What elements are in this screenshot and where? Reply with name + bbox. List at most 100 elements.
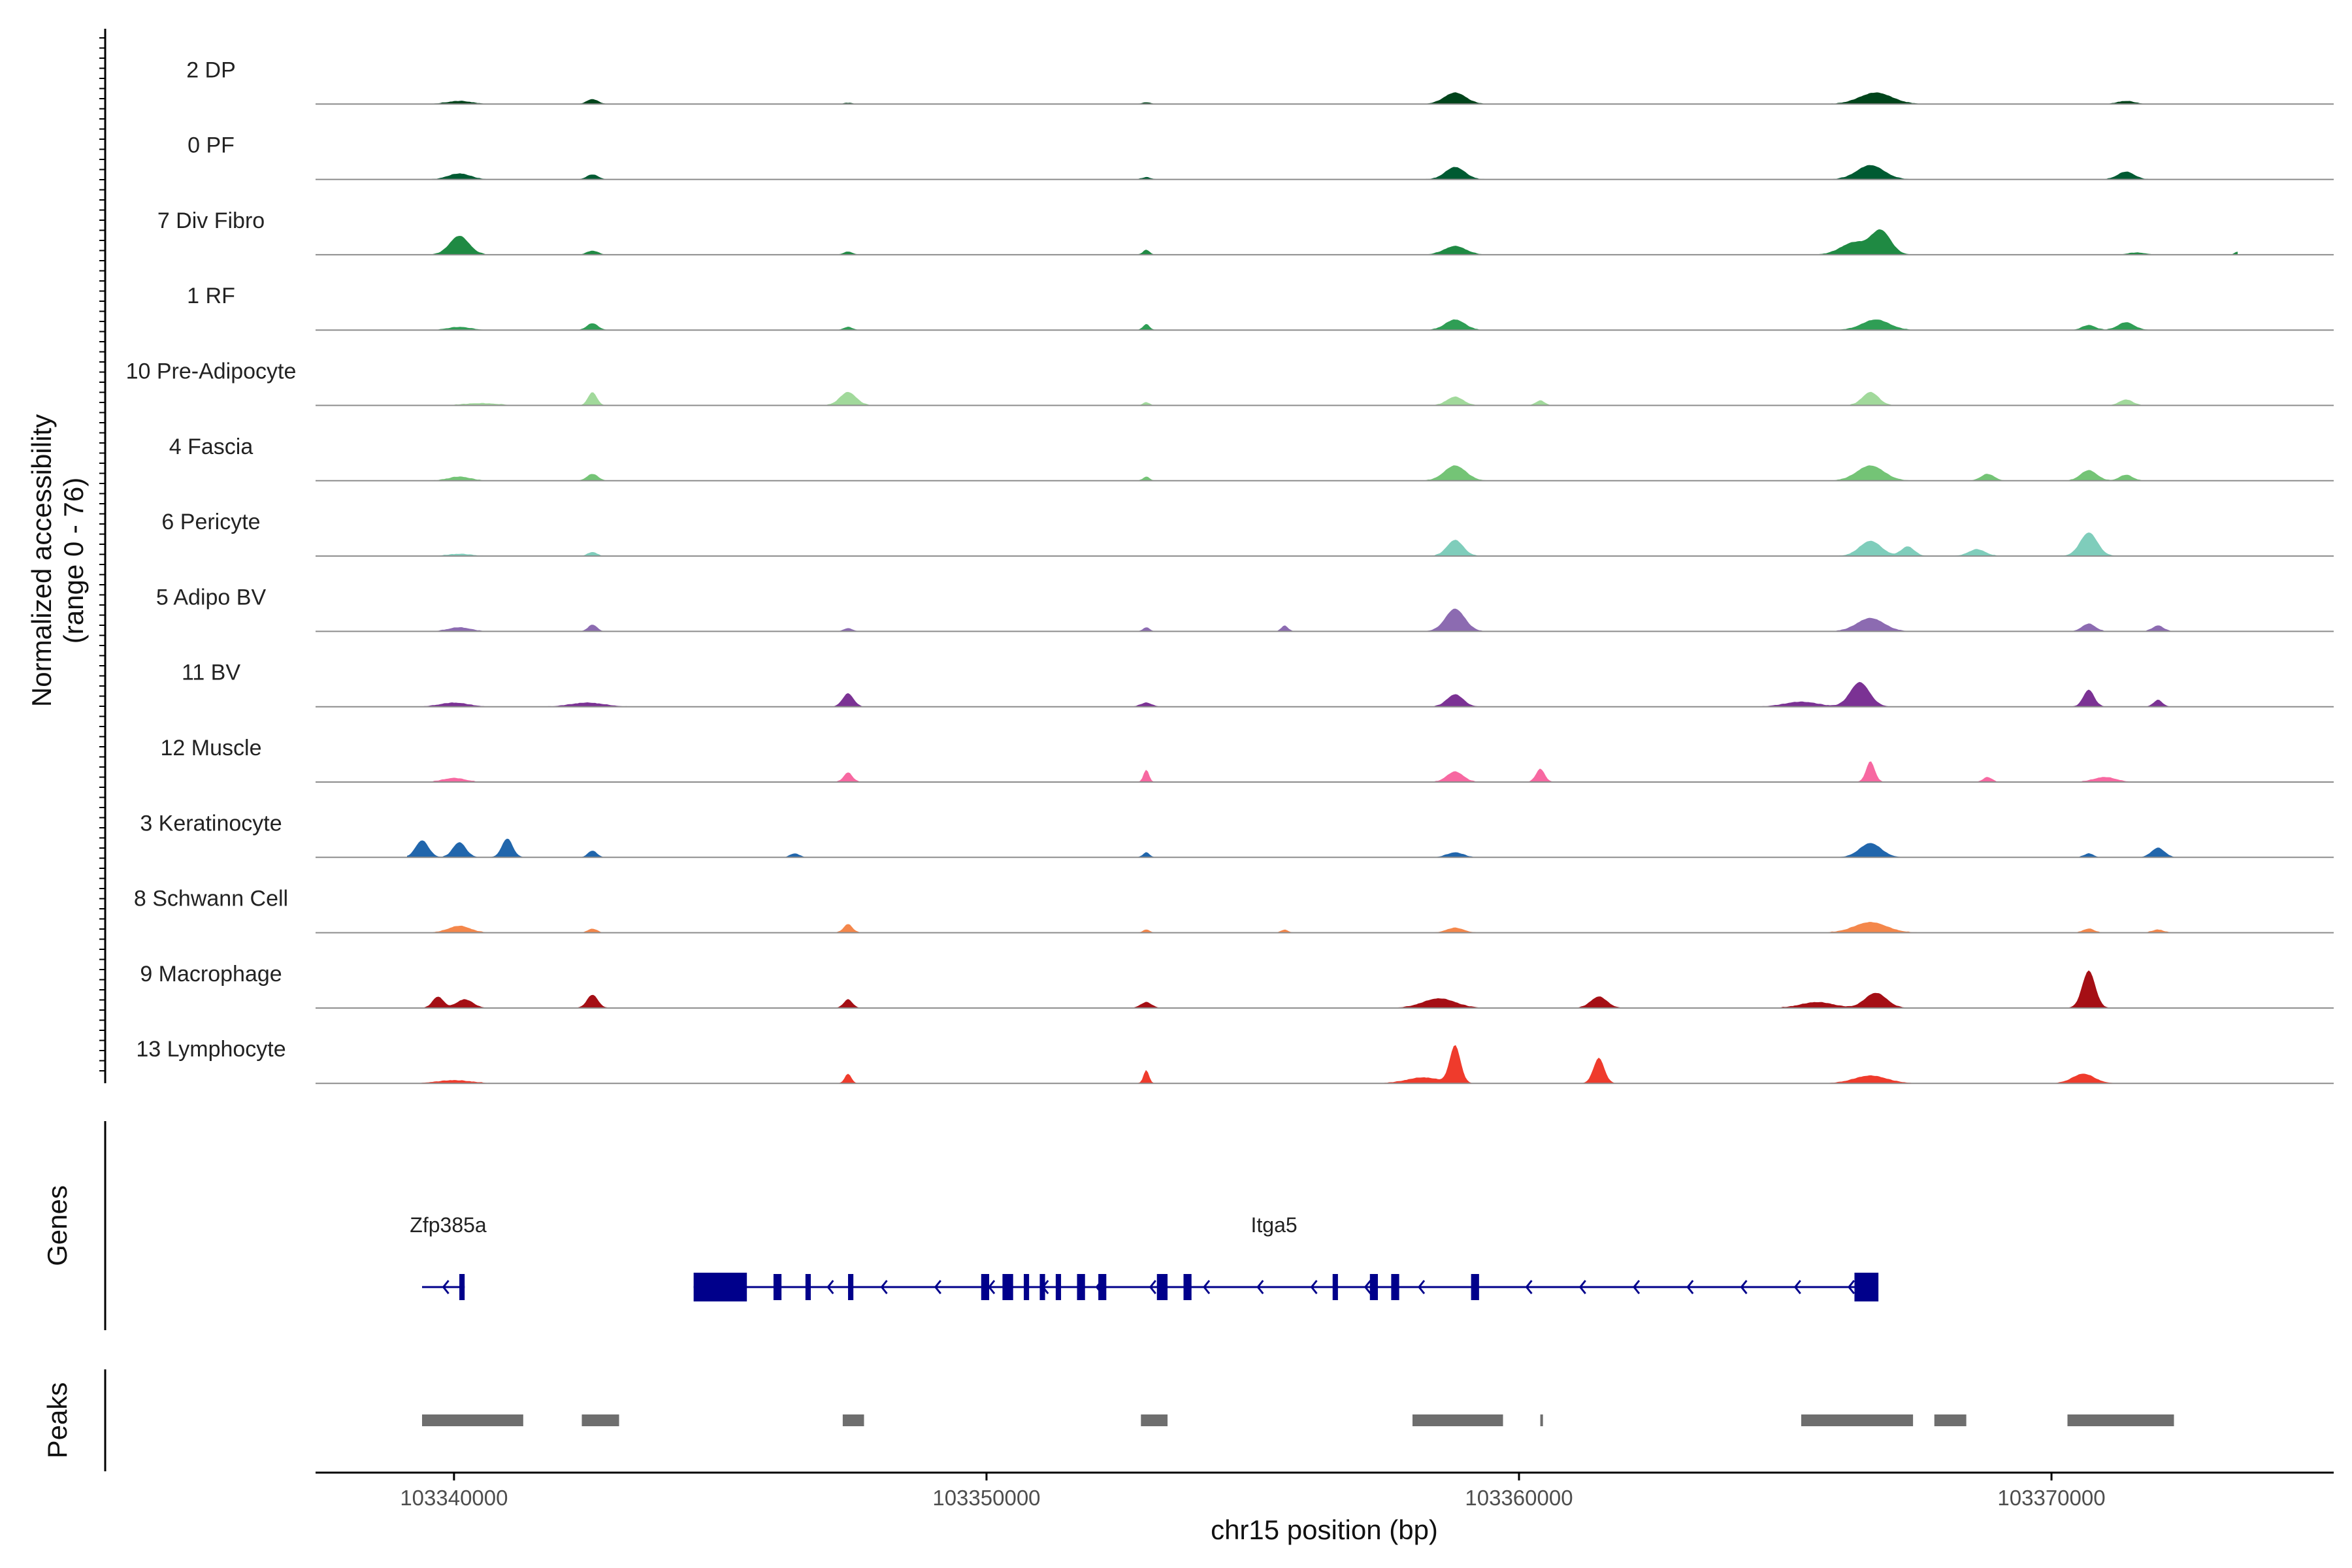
- x-axis-group: 103340000 103350000 103360000 103370000 chr…: [316, 1471, 2334, 1545]
- strand-arrow: [1793, 1280, 1801, 1294]
- coverage-area: [407, 319, 2238, 331]
- strand-arrow: [442, 1280, 449, 1294]
- peak-region: [842, 1414, 864, 1426]
- coverage-area: [407, 761, 2238, 782]
- genes-panel: Genes Zfp385a Itga5: [42, 1121, 1879, 1330]
- coverage-area: [407, 681, 2238, 707]
- x-tick-label: 103360000: [1465, 1486, 1573, 1510]
- strand-arrow: [1848, 1280, 1855, 1294]
- exon: [1332, 1274, 1338, 1300]
- track-13: 9 Macrophage: [140, 962, 2334, 1009]
- track-14: 13 Lymphocyte: [136, 1037, 2334, 1085]
- y-axis-group: Normalized accessibility (range 0 - 76): [26, 29, 106, 1083]
- coverage-area: [407, 608, 2238, 632]
- coverage-area: [407, 165, 2238, 180]
- strand-arrow: [773, 1280, 781, 1294]
- track-3: 7 Div Fibro: [157, 208, 2334, 255]
- y-axis-range: (range 0 - 76): [58, 478, 89, 644]
- track-12: 8 Schwann Cell: [134, 887, 2334, 934]
- track-label: 3 Keratinocyte: [140, 811, 282, 836]
- track-9: 11 BV: [182, 661, 2334, 708]
- exon: [805, 1274, 811, 1300]
- track-4: 1 RF: [187, 284, 2334, 331]
- coverage-area: [407, 922, 2238, 933]
- track-label: 6 Pericyte: [161, 510, 260, 534]
- strand-arrow: [1095, 1280, 1103, 1294]
- exon: [848, 1274, 854, 1300]
- exon: [1156, 1274, 1168, 1300]
- strand-arrow: [1633, 1280, 1641, 1294]
- track-label: 11 BV: [182, 661, 240, 685]
- exon: [1077, 1274, 1085, 1300]
- track-2: 0 PF: [188, 133, 2334, 180]
- track-8: 5 Adipo BV: [156, 585, 2334, 632]
- y-axis-title: Normalized accessibility: [26, 414, 57, 707]
- exon: [1854, 1273, 1879, 1301]
- peaks-panel: Peaks: [42, 1369, 2174, 1471]
- track-label: 2 DP: [186, 57, 236, 82]
- coverage-area: [407, 465, 2238, 481]
- coverage-area: [407, 92, 2238, 105]
- track-6: 4 Fascia: [169, 434, 2334, 482]
- strand-arrow: [1310, 1280, 1318, 1294]
- strand-arrow: [1041, 1280, 1049, 1294]
- strand-arrow: [1256, 1280, 1264, 1294]
- peak-region: [1540, 1414, 1543, 1426]
- genes-track-label: Genes: [42, 1185, 73, 1266]
- track-label: 5 Adipo BV: [156, 585, 267, 610]
- track-label: 13 Lymphocyte: [136, 1037, 286, 1062]
- coverage-area: [407, 970, 2238, 1008]
- peak-region: [2067, 1414, 2174, 1426]
- x-tick-label: 103340000: [400, 1486, 508, 1510]
- x-tick-label: 103350000: [932, 1486, 1040, 1510]
- peak-region: [1934, 1414, 1967, 1426]
- peak-region: [581, 1414, 619, 1426]
- exon: [1183, 1274, 1192, 1300]
- coverage-area: [407, 838, 2238, 858]
- x-tick-label: 103370000: [1997, 1486, 2105, 1510]
- track-label: 7 Div Fibro: [157, 208, 265, 233]
- strand-arrow: [880, 1280, 888, 1294]
- peak-region: [1141, 1414, 1168, 1426]
- track-11: 3 Keratinocyte: [140, 811, 2334, 858]
- coverage-area: [407, 391, 2238, 406]
- peak-region: [422, 1414, 523, 1426]
- coverage-area: [407, 229, 2238, 255]
- peak-region: [1412, 1414, 1503, 1426]
- strand-arrow: [719, 1280, 727, 1294]
- strand-arrow: [934, 1280, 941, 1294]
- gene-itga5: Itga5: [693, 1213, 1879, 1301]
- strand-arrow: [1686, 1280, 1694, 1294]
- track-7: 6 Pericyte: [161, 510, 2334, 557]
- track-10: 12 Muscle: [161, 736, 2334, 783]
- strand-arrow: [1740, 1280, 1748, 1294]
- track-1: 2 DP: [186, 57, 2334, 105]
- strand-arrow: [1418, 1280, 1426, 1294]
- track-label: 1 RF: [187, 284, 235, 308]
- exon: [459, 1274, 465, 1300]
- exon: [1098, 1274, 1107, 1300]
- exon: [1002, 1274, 1013, 1300]
- exon: [1369, 1274, 1379, 1300]
- strand-arrow: [1578, 1280, 1586, 1294]
- gene-label: Itga5: [1250, 1213, 1297, 1237]
- track-label: 0 PF: [188, 133, 235, 158]
- coverage-area: [407, 532, 2238, 557]
- gene-label: Zfp385a: [410, 1213, 487, 1237]
- strand-arrow: [1525, 1280, 1533, 1294]
- exon: [773, 1274, 782, 1300]
- peaks-track-label: Peaks: [42, 1382, 73, 1459]
- exon: [1024, 1274, 1030, 1300]
- strand-arrow: [826, 1280, 834, 1294]
- gene-zfp385a: Zfp385a: [410, 1213, 487, 1300]
- x-axis-title: chr15 position (bp): [1211, 1514, 1438, 1545]
- exon: [1055, 1274, 1062, 1300]
- strand-arrow: [988, 1280, 996, 1294]
- strand-arrow: [1471, 1280, 1479, 1294]
- strand-arrow: [1203, 1280, 1211, 1294]
- exon: [1391, 1274, 1399, 1300]
- strand-arrow: [1149, 1280, 1156, 1294]
- track-label: 8 Schwann Cell: [134, 887, 288, 911]
- track-label: 10 Pre-Adipocyte: [126, 359, 297, 384]
